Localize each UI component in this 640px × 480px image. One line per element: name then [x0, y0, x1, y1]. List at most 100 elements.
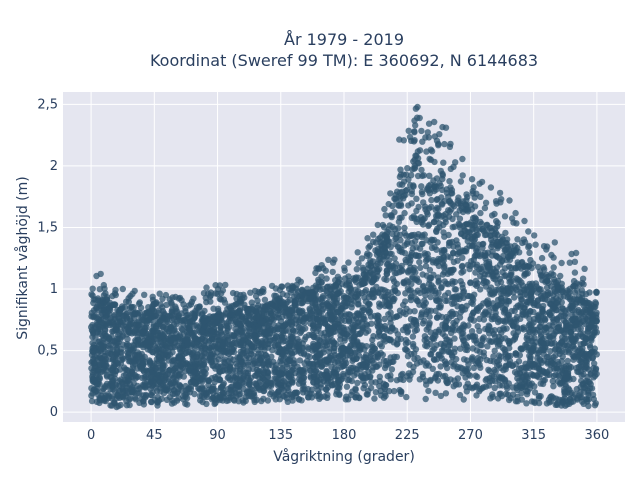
data-point: [435, 205, 442, 212]
data-point: [381, 245, 388, 252]
data-point: [225, 350, 232, 358]
data-point: [476, 361, 483, 368]
data-point: [422, 292, 429, 299]
data-point: [410, 182, 417, 189]
data-point: [343, 331, 350, 338]
data-point: [111, 371, 119, 378]
data-point: [450, 383, 457, 390]
data-point: [580, 340, 587, 347]
data-point: [298, 368, 305, 375]
data-point: [117, 366, 124, 373]
data-point: [426, 190, 433, 197]
data-point: [342, 396, 349, 403]
data-point: [240, 291, 247, 298]
data-point: [159, 380, 166, 387]
data-point: [425, 222, 432, 230]
data-point: [315, 265, 322, 272]
data-point: [199, 377, 207, 384]
data-point: [531, 398, 538, 405]
data-point: [375, 312, 382, 320]
data-point: [445, 213, 453, 220]
data-point: [240, 380, 248, 387]
data-point: [389, 202, 396, 210]
data-point: [526, 249, 533, 256]
data-point: [435, 142, 442, 149]
data-point: [182, 308, 189, 315]
data-point: [418, 166, 425, 174]
data-point: [388, 212, 395, 219]
data-point: [531, 383, 538, 390]
data-point: [312, 367, 320, 374]
data-point: [205, 377, 212, 385]
data-point: [318, 279, 325, 286]
data-point: [178, 297, 185, 304]
data-point: [419, 271, 426, 278]
data-point: [426, 266, 434, 274]
data-point: [346, 317, 353, 324]
data-point: [376, 322, 384, 329]
data-point: [174, 342, 181, 349]
data-point: [186, 326, 193, 333]
data-point: [275, 314, 282, 321]
data-point: [506, 344, 513, 352]
data-point: [530, 372, 537, 379]
data-point: [365, 327, 372, 334]
data-point: [397, 200, 404, 208]
data-point: [140, 392, 147, 399]
data-point: [543, 246, 550, 253]
data-point: [107, 345, 114, 352]
data-point: [97, 346, 104, 353]
data-point: [525, 326, 532, 334]
data-point: [331, 365, 339, 372]
data-point: [524, 388, 531, 395]
data-point: [525, 228, 532, 235]
data-point: [445, 348, 452, 355]
data-point: [314, 387, 322, 394]
data-point: [391, 284, 398, 291]
data-point: [245, 320, 253, 328]
data-point: [564, 342, 571, 349]
data-point: [433, 186, 440, 193]
data-point: [574, 395, 581, 402]
data-point: [545, 332, 553, 339]
data-point: [404, 327, 412, 335]
data-point: [502, 349, 509, 356]
data-point: [295, 376, 303, 383]
data-point: [141, 353, 148, 361]
data-point: [401, 209, 408, 217]
data-point: [512, 350, 519, 357]
data-point: [406, 133, 414, 141]
data-point: [457, 178, 465, 185]
data-point: [325, 302, 332, 310]
data-point: [102, 321, 110, 328]
data-point: [442, 333, 449, 340]
data-point: [446, 178, 453, 185]
data-point: [428, 196, 435, 204]
data-point: [573, 280, 580, 287]
data-point: [211, 400, 218, 408]
data-point: [356, 330, 364, 338]
data-point: [473, 247, 480, 254]
data-point: [291, 360, 298, 367]
data-point: [200, 368, 208, 375]
data-point: [355, 300, 362, 308]
data-point: [548, 251, 555, 259]
data-point: [89, 339, 96, 347]
data-point: [190, 310, 197, 318]
data-point: [178, 325, 185, 332]
data-point: [88, 365, 95, 372]
data-point: [399, 370, 406, 378]
data-point: [336, 391, 343, 399]
data-point: [90, 375, 97, 383]
data-point: [288, 335, 295, 342]
data-point: [548, 283, 555, 290]
data-point: [279, 366, 286, 373]
data-point: [359, 264, 366, 271]
data-point: [491, 210, 498, 218]
data-point: [592, 324, 599, 332]
data-point: [519, 310, 526, 318]
data-point: [359, 278, 366, 285]
data-point: [501, 213, 509, 220]
data-point: [335, 384, 342, 391]
data-point: [423, 148, 430, 155]
